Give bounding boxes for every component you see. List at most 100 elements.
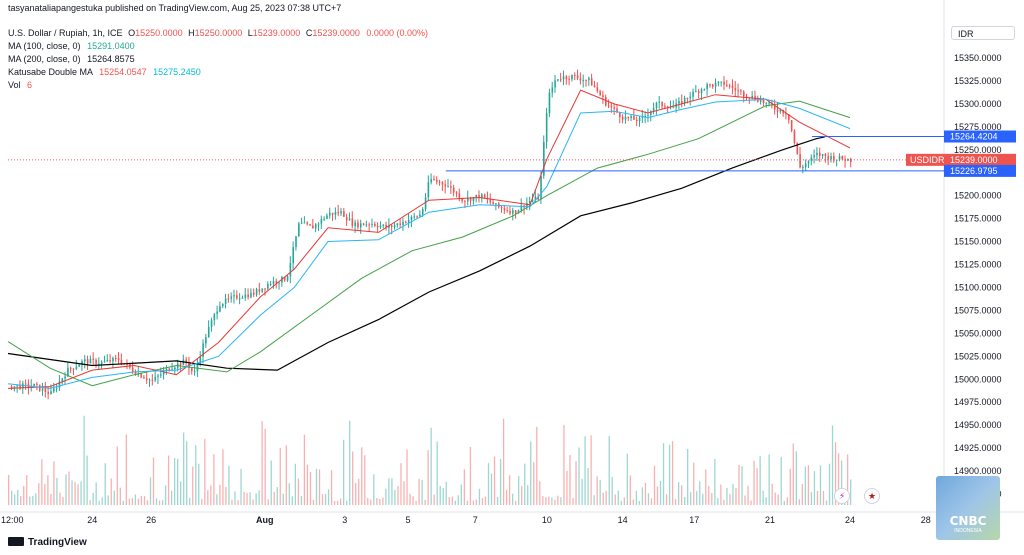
y-tick-label: 14950.0000 (954, 420, 1002, 430)
candle-body (819, 152, 821, 156)
x-tick-label: 26 (146, 515, 156, 525)
katusabe-row[interactable]: Katusabe Double MA 15254.0547 15275.2450 (8, 67, 201, 78)
volume-bar (68, 471, 70, 505)
ma100-row[interactable]: MA (100, close, 0) 15291.0400 (8, 41, 135, 52)
volume-bar (560, 497, 562, 505)
candle-body (283, 276, 286, 281)
candle-body (168, 368, 171, 371)
volume-bar (783, 500, 785, 505)
volume-bar (192, 466, 194, 505)
x-tick-label: 7 (473, 515, 478, 525)
candle-body (585, 79, 587, 81)
volume-bar (50, 493, 52, 505)
currency-selector[interactable]: IDR (951, 26, 1015, 40)
candle-body (120, 360, 123, 364)
candle-body (410, 216, 413, 220)
candle-body (554, 80, 556, 88)
volume-bar (11, 490, 13, 505)
candle-body (78, 364, 81, 367)
candle-body (506, 210, 509, 212)
x-tick-label: 28 (921, 515, 931, 525)
lightning-icon[interactable]: ⚡ (834, 488, 850, 504)
volume-bar (732, 483, 734, 505)
volume-bar (418, 478, 420, 505)
volume-bar (228, 465, 230, 505)
volume-bar (656, 486, 659, 505)
candle-body (191, 368, 193, 372)
volume-bar (355, 482, 357, 505)
ma100-label: MA (100, close, 0) (8, 41, 81, 51)
volume-bar (720, 484, 722, 505)
volume-bar (95, 482, 97, 505)
ma200-value: 15264.8575 (87, 54, 135, 64)
candle-body (421, 208, 424, 215)
candle-body (467, 197, 469, 202)
volume-bar (747, 485, 749, 505)
candle-body (652, 107, 655, 112)
volume-bar (327, 489, 330, 505)
candle-body (126, 363, 128, 365)
volume-bar (303, 434, 306, 505)
candle-body (317, 223, 320, 225)
candle-body (450, 186, 452, 188)
volume-bar (104, 463, 106, 505)
y-tick-label: 15000.0000 (954, 374, 1002, 384)
volume-bar (89, 500, 91, 505)
volume-bar (527, 485, 529, 505)
us-flag-icon[interactable]: ★ (864, 488, 880, 504)
candle-body (461, 198, 463, 201)
volume-bar (557, 495, 559, 505)
volume-bar (361, 447, 363, 505)
volume-bar (92, 492, 94, 505)
candle-body (621, 116, 624, 120)
candle-body (275, 281, 278, 284)
candle-body (759, 100, 762, 102)
candle-body (416, 216, 418, 218)
volume-bar (415, 500, 417, 505)
volume-bar (735, 488, 737, 505)
ma200-label: MA (200, close, 0) (8, 54, 81, 64)
candle-body (681, 101, 683, 104)
candle-body (55, 387, 58, 389)
candle-body (374, 223, 376, 226)
candle-body (95, 359, 97, 365)
volume-bar (131, 498, 134, 505)
candle-body (210, 320, 213, 328)
volume-bar (116, 446, 118, 505)
volume-bar (134, 494, 137, 505)
candle-body (712, 84, 714, 87)
footer-brand[interactable]: TradingView (8, 537, 87, 548)
candle-body (193, 371, 196, 373)
price-label-box (944, 164, 1016, 177)
y-tick-label: 14975.0000 (954, 397, 1002, 407)
candle-body (458, 193, 461, 199)
candle-body (179, 363, 182, 366)
volume-bar (204, 439, 206, 505)
x-tick-label: 17 (689, 515, 699, 525)
candle-body (337, 212, 340, 214)
volume-row[interactable]: Vol 6 (8, 80, 32, 91)
y-tick-label: 15325.0000 (954, 76, 1002, 86)
volume-bar (167, 455, 170, 505)
volume-bar (831, 425, 834, 505)
candle-body (89, 358, 92, 364)
volume-bar (828, 463, 831, 505)
volume-bar (626, 453, 628, 505)
x-tick-label: 24 (845, 515, 855, 525)
volume-bar (436, 441, 438, 505)
ma200-row[interactable]: MA (200, close, 0) 15264.8575 (8, 54, 135, 65)
candle-body (824, 154, 827, 156)
volume-bar (427, 450, 429, 505)
volume-bar (249, 492, 251, 505)
candle-body (106, 359, 109, 362)
candle-body (669, 107, 672, 109)
volume-bar (584, 436, 586, 505)
volume-bar (659, 480, 662, 505)
volume-bar (152, 457, 155, 505)
candle-body (354, 222, 356, 226)
volume-bar (530, 441, 532, 505)
candle-body (447, 186, 449, 188)
volume-bar (394, 489, 396, 505)
volume-bar (641, 487, 644, 505)
